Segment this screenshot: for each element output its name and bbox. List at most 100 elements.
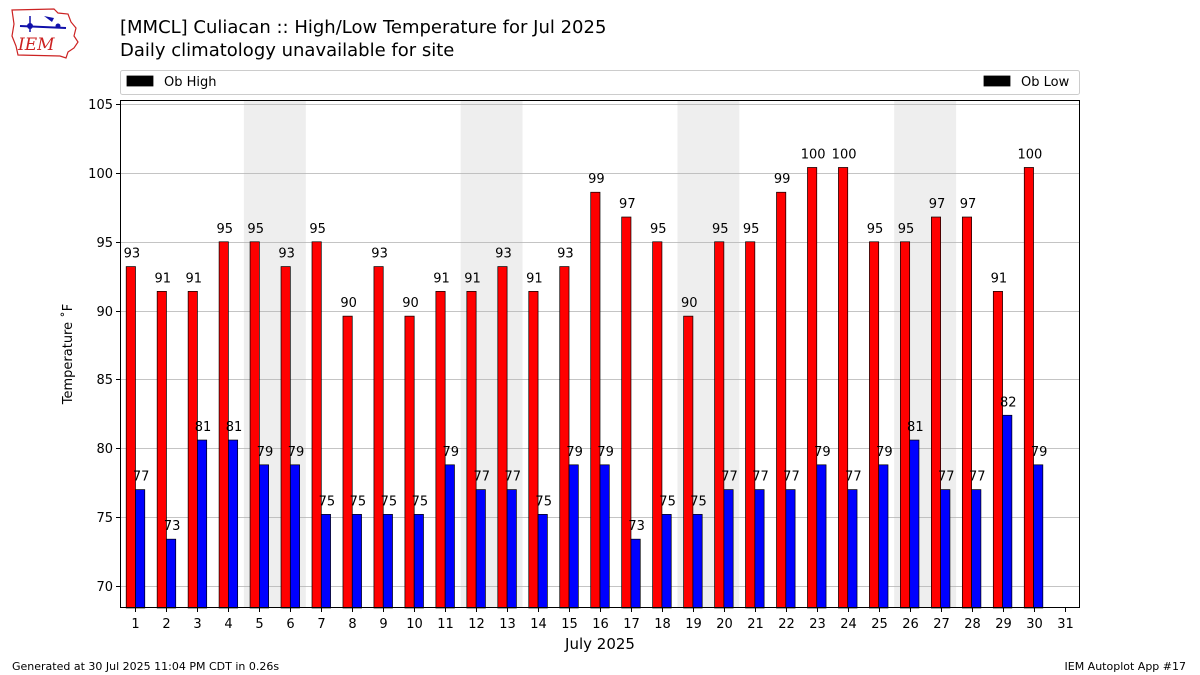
y-tick-label-85: 85 bbox=[96, 373, 113, 388]
bar-ob-low-16 bbox=[599, 464, 610, 609]
bar-ob-low-10 bbox=[413, 514, 424, 609]
bar-label-ob-high-19: 90 bbox=[681, 296, 698, 311]
bar-ob-high-14 bbox=[528, 291, 539, 609]
bar-label-ob-high-3: 91 bbox=[186, 271, 203, 286]
bar-ob-high-24 bbox=[838, 167, 849, 609]
bar-label-ob-low-28: 77 bbox=[969, 470, 986, 485]
x-tick-label-15: 15 bbox=[561, 617, 578, 632]
bar-label-ob-high-13: 93 bbox=[495, 247, 512, 262]
x-tick-label-9: 9 bbox=[379, 617, 387, 632]
bar-ob-high-27 bbox=[931, 216, 941, 609]
bar-label-ob-low-11: 79 bbox=[443, 445, 460, 460]
x-tick-label-16: 16 bbox=[592, 617, 609, 632]
x-tick-label-27: 27 bbox=[933, 617, 950, 632]
chart-subtitle: Daily climatology unavailable for site bbox=[120, 40, 455, 61]
weekend-band-2 bbox=[677, 100, 740, 608]
bar-ob-low-24 bbox=[847, 489, 858, 609]
y-axis-label: Temperature ˚F bbox=[60, 304, 76, 405]
y-axis: 70 75 80 85 90 95 100 105 bbox=[88, 98, 120, 595]
bar-label-ob-low-19: 75 bbox=[690, 494, 707, 509]
legend-label-ob-low: Ob Low bbox=[1021, 75, 1070, 90]
bar-label-ob-low-8: 75 bbox=[350, 494, 367, 509]
bar-ob-high-30 bbox=[1023, 167, 1034, 609]
bar-ob-high-10 bbox=[404, 315, 415, 609]
bar-label-ob-high-26: 95 bbox=[898, 222, 915, 237]
bar-label-ob-high-29: 91 bbox=[991, 271, 1008, 286]
bar-label-ob-high-22: 99 bbox=[774, 172, 791, 187]
bar-ob-low-11 bbox=[444, 464, 455, 609]
x-tick-label-30: 30 bbox=[1026, 617, 1043, 632]
x-tick-label-21: 21 bbox=[747, 617, 764, 632]
x-tick-label-3: 3 bbox=[193, 617, 201, 632]
bar-label-ob-low-5: 79 bbox=[257, 445, 274, 460]
bar-ob-low-25 bbox=[878, 464, 889, 609]
x-tick-label-8: 8 bbox=[348, 617, 356, 632]
x-tick-label-28: 28 bbox=[964, 617, 981, 632]
bar-label-ob-low-27: 77 bbox=[938, 470, 955, 485]
bars bbox=[125, 167, 1044, 609]
legend: Ob High Ob Low bbox=[120, 70, 1080, 95]
bar-label-ob-low-4: 81 bbox=[226, 420, 243, 435]
y-tick-label-75: 75 bbox=[96, 511, 113, 526]
legend-label-ob-high: Ob High bbox=[164, 75, 217, 90]
x-tick-label-25: 25 bbox=[871, 617, 888, 632]
bar-ob-low-27 bbox=[940, 489, 951, 609]
bar-label-ob-low-30: 79 bbox=[1031, 445, 1048, 460]
bar-ob-high-7 bbox=[311, 241, 322, 609]
x-tick-label-10: 10 bbox=[406, 617, 423, 632]
bar-ob-low-12 bbox=[475, 489, 486, 609]
bar-ob-low-13 bbox=[506, 489, 517, 609]
bar-ob-low-21 bbox=[754, 489, 765, 609]
legend-swatch-ob-high bbox=[126, 75, 154, 87]
bar-ob-low-20 bbox=[723, 489, 734, 609]
weekend-shading bbox=[243, 100, 957, 608]
bar-label-ob-low-22: 77 bbox=[783, 470, 800, 485]
footer-generated-text: Generated at 30 Jul 2025 11:04 PM CDT in… bbox=[12, 660, 280, 673]
bar-label-ob-low-29: 82 bbox=[1000, 395, 1017, 410]
bar-label-ob-low-23: 79 bbox=[814, 445, 831, 460]
x-tick-label-19: 19 bbox=[685, 617, 702, 632]
x-tick-label-5: 5 bbox=[255, 617, 263, 632]
bar-label-ob-high-21: 95 bbox=[743, 222, 760, 237]
bar-label-ob-low-2: 73 bbox=[164, 519, 181, 534]
y-tick-label-80: 80 bbox=[96, 442, 113, 457]
y-tick-label-95: 95 bbox=[96, 236, 113, 251]
bar-ob-low-18 bbox=[661, 514, 672, 609]
bar-label-ob-high-2: 91 bbox=[155, 271, 172, 286]
bar-ob-low-28 bbox=[971, 489, 982, 609]
plot-frame bbox=[120, 100, 1080, 608]
bar-label-ob-high-10: 90 bbox=[402, 296, 419, 311]
iem-logo-icon: IEM bbox=[11, 8, 79, 59]
bar-ob-high-13 bbox=[497, 266, 508, 609]
chart-title: [MMCL] Culiacan :: High/Low Temperature … bbox=[120, 17, 607, 38]
x-tick-label-11: 11 bbox=[437, 617, 454, 632]
bar-label-ob-high-1: 93 bbox=[124, 247, 141, 262]
bar-ob-high-3 bbox=[187, 291, 198, 609]
bar-label-ob-high-27: 97 bbox=[929, 197, 946, 212]
x-tick-label-2: 2 bbox=[162, 617, 170, 632]
x-tick-label-24: 24 bbox=[840, 617, 857, 632]
weekend-band-3 bbox=[894, 100, 957, 608]
bar-label-ob-high-12: 91 bbox=[464, 271, 481, 286]
bar-label-ob-low-15: 79 bbox=[566, 445, 583, 460]
footer-app-text: IEM Autoplot App #17 bbox=[1064, 660, 1187, 673]
bar-ob-high-21 bbox=[745, 241, 756, 609]
bar-ob-high-26 bbox=[900, 241, 911, 609]
x-tick-label-18: 18 bbox=[654, 617, 671, 632]
x-tick-label-23: 23 bbox=[809, 617, 826, 632]
bar-ob-low-7 bbox=[320, 514, 331, 609]
y-gridlines bbox=[120, 104, 1080, 587]
bar-ob-low-22 bbox=[785, 489, 796, 609]
bar-label-ob-low-25: 79 bbox=[876, 445, 893, 460]
bar-ob-high-25 bbox=[869, 241, 880, 609]
bar-ob-low-6 bbox=[289, 464, 300, 609]
weekend-band-1 bbox=[460, 100, 523, 608]
x-tick-label-26: 26 bbox=[902, 617, 919, 632]
bar-ob-low-4 bbox=[228, 439, 239, 609]
bar-label-ob-low-6: 79 bbox=[288, 445, 305, 460]
y-tick-label-100: 100 bbox=[88, 167, 113, 182]
bar-ob-high-8 bbox=[342, 315, 353, 609]
bar-ob-high-1 bbox=[125, 266, 136, 609]
legend-frame bbox=[120, 70, 1080, 95]
